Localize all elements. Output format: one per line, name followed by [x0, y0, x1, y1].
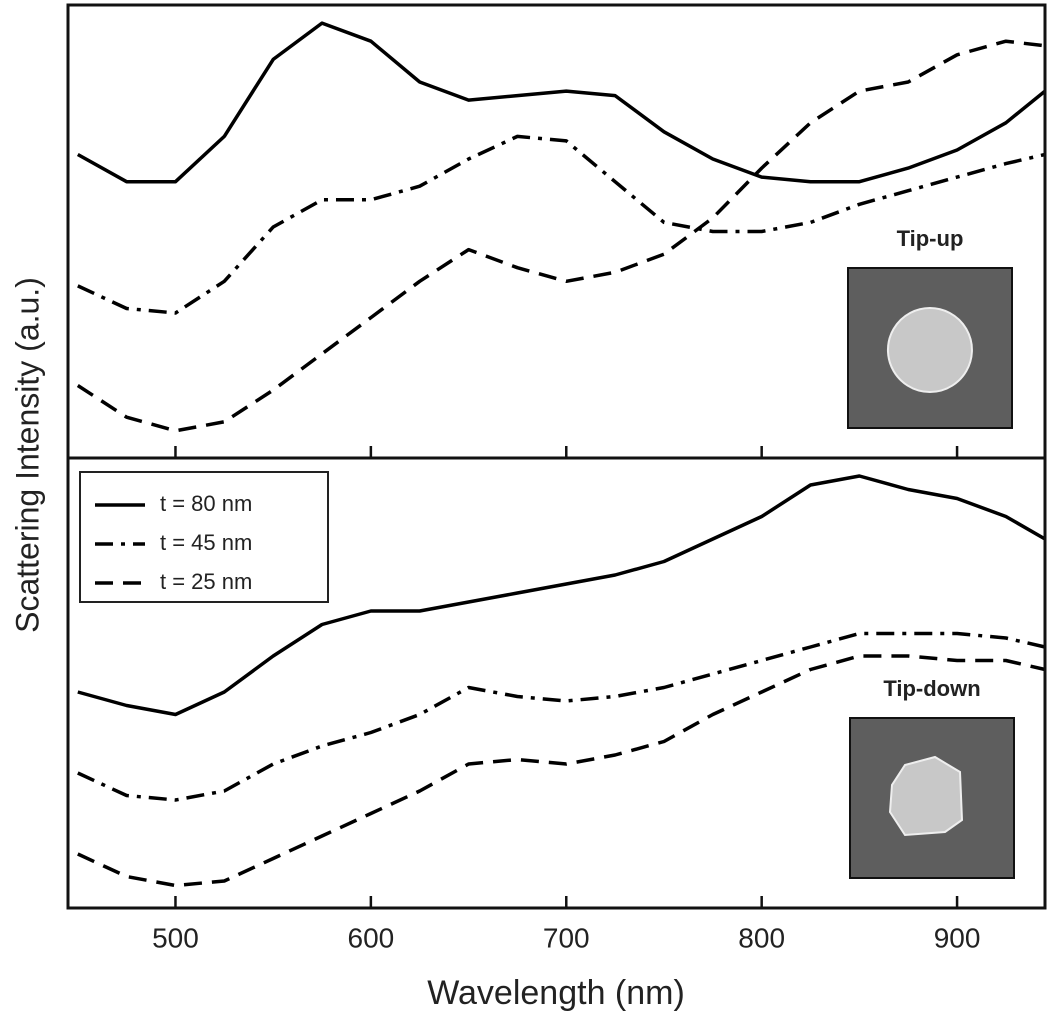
- series-line: [76, 39, 1046, 433]
- legend-label: t = 80 nm: [160, 491, 252, 516]
- x-tick-label: 700: [543, 922, 590, 953]
- x-tick-label: 600: [348, 922, 395, 953]
- particle: [886, 307, 973, 393]
- legend-box: [79, 471, 329, 603]
- annotation: Tip-down: [883, 676, 980, 701]
- series-line: [77, 134, 1046, 315]
- particle: [888, 755, 964, 837]
- x-axis-label: Wavelength (nm): [427, 974, 685, 1012]
- legend-label: t = 25 nm: [160, 569, 252, 594]
- series-line: [77, 631, 1046, 802]
- y-axis-label: Scattering Intensity (a.u.): [9, 277, 45, 633]
- annotation: Tip-up: [897, 226, 964, 251]
- series-line: [76, 21, 1047, 184]
- series-line: [77, 654, 1046, 888]
- series-line: [77, 474, 1046, 717]
- x-tick-label: 500: [152, 922, 199, 953]
- inset-image: [847, 267, 1013, 429]
- legend-label: t = 45 nm: [160, 530, 252, 555]
- x-tick-label: 800: [738, 922, 785, 953]
- x-tick-label: 900: [934, 922, 981, 953]
